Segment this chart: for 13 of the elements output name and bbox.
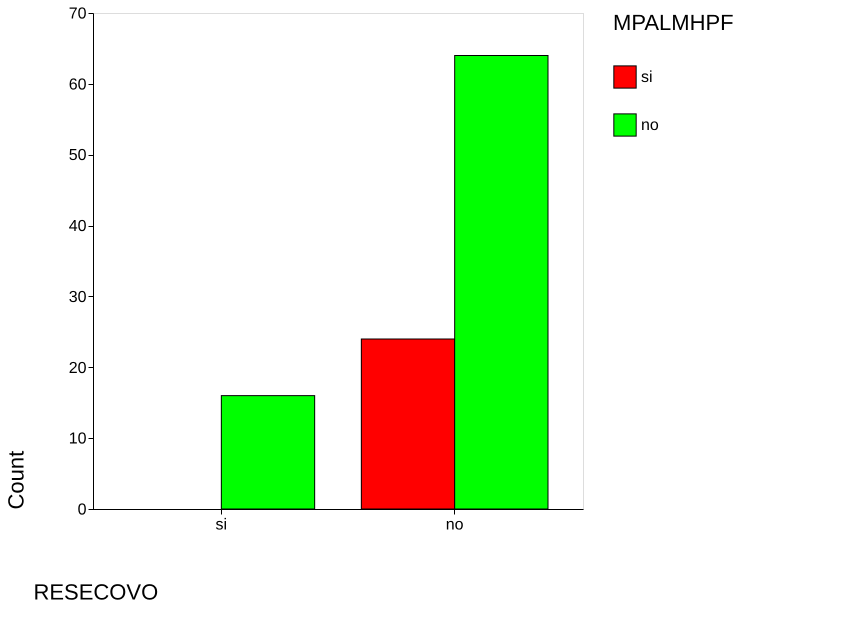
legend-label: si (641, 69, 653, 86)
y-tick-label: 60 (68, 76, 87, 94)
y-tick-label: 70 (68, 6, 87, 22)
legend-title: MPALMHPF (613, 10, 734, 35)
y-tick-label: 10 (68, 430, 87, 448)
y-tick-label: 50 (68, 147, 87, 164)
y-tick-label: 20 (68, 360, 87, 377)
y-tick-label: 0 (78, 502, 87, 518)
x-axis-title: RESECOVO (34, 580, 158, 604)
y-axis-title: Count (4, 450, 29, 510)
legend-label: no (641, 117, 659, 134)
y-tick-label: 40 (68, 218, 87, 236)
y-tick-label: 30 (68, 288, 87, 306)
